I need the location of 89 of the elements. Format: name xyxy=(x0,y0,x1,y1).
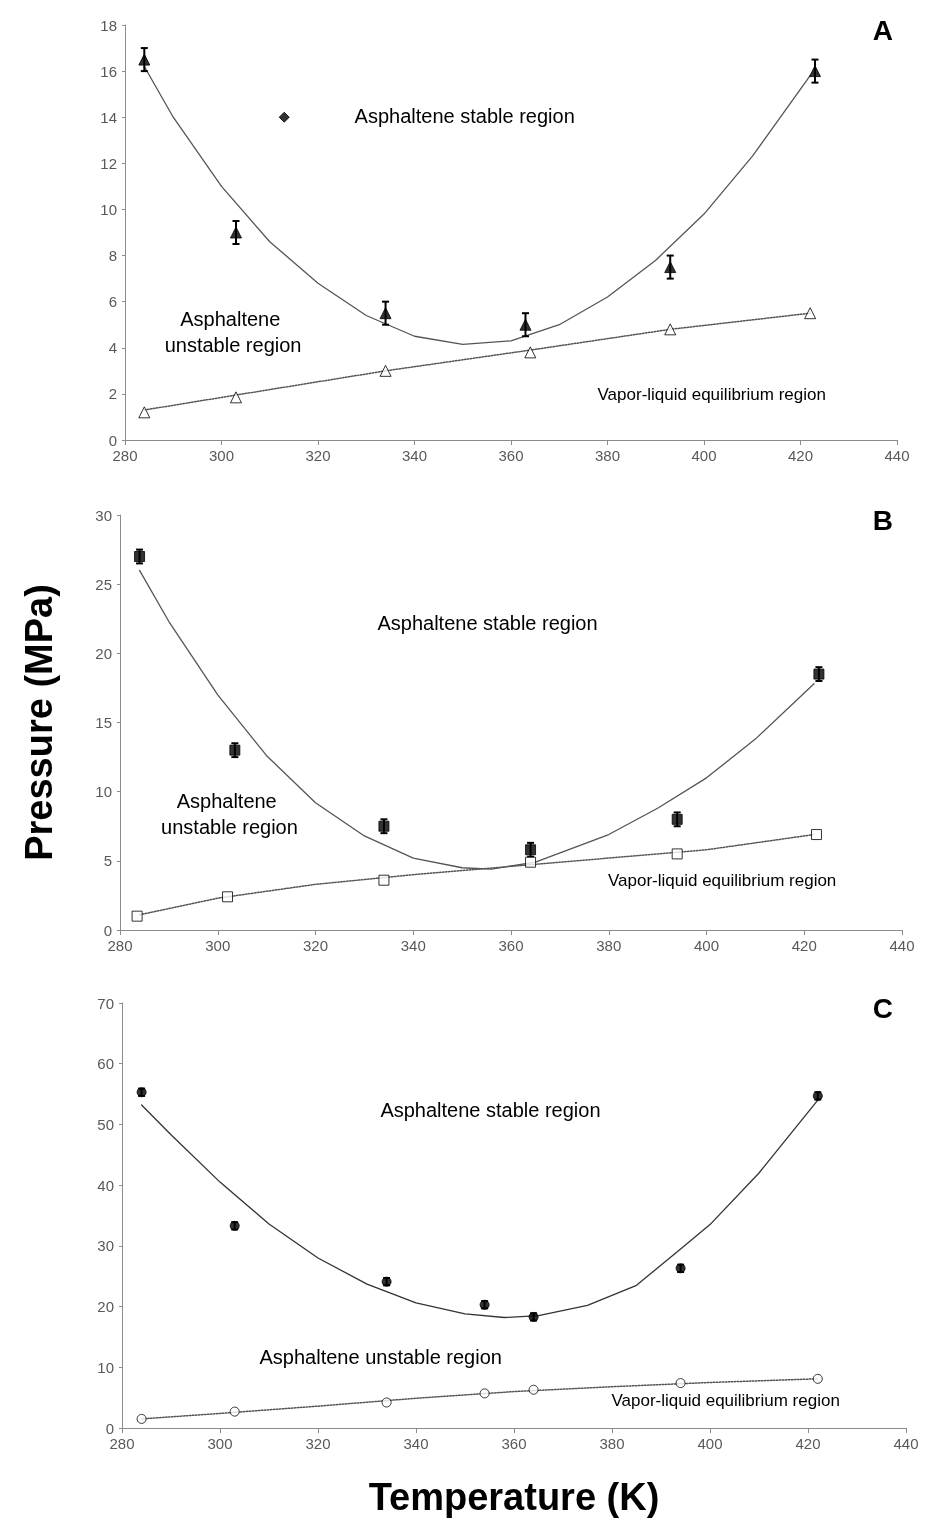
point xyxy=(278,111,290,123)
x-tick-label: 300 xyxy=(207,1435,233,1452)
point xyxy=(138,406,151,419)
x-tick-label: 440 xyxy=(889,937,915,954)
x-tick-label: 300 xyxy=(208,447,235,464)
chart-title: B xyxy=(872,504,894,536)
x-tick-label: 440 xyxy=(884,447,910,464)
annotation: Vapor-liquid equilibrium region xyxy=(597,384,826,404)
x-tick-label: 400 xyxy=(697,1435,723,1452)
y-tick-label: 50 xyxy=(97,1115,114,1133)
annotation: Vapor-liquid equilibrium region xyxy=(607,870,837,890)
point xyxy=(479,1388,490,1399)
annotation: Asphaltene unstable region xyxy=(161,789,298,838)
x-tick-label: 420 xyxy=(795,1435,821,1452)
point xyxy=(229,391,242,404)
chart-title: C xyxy=(872,992,894,1024)
y-tick-label: 16 xyxy=(100,62,117,80)
y-tick-label: 10 xyxy=(100,200,117,218)
y-tick-label: 25 xyxy=(95,575,112,593)
y-tick-label: 12 xyxy=(100,154,117,172)
y-tick-label: 8 xyxy=(108,247,117,265)
x-tick-label: 280 xyxy=(107,937,133,954)
point xyxy=(524,346,537,359)
x-tick-label: 380 xyxy=(599,1435,625,1452)
y-tick-label: 0 xyxy=(108,431,117,449)
y-tick-label: 20 xyxy=(95,644,112,662)
x-tick-label: 320 xyxy=(305,447,331,464)
y-tick-label: 5 xyxy=(103,852,112,870)
x-tick-label: 400 xyxy=(691,447,717,464)
y-tick-label: 0 xyxy=(103,921,112,939)
y-tick-label: 18 xyxy=(100,16,117,34)
x-tick-label: 440 xyxy=(893,1435,919,1452)
point xyxy=(664,323,677,336)
x-tick-label: 280 xyxy=(112,447,138,464)
x-tick-label: 400 xyxy=(693,937,720,954)
point xyxy=(131,910,143,922)
point xyxy=(804,307,817,320)
x-tick-label: 340 xyxy=(401,447,428,464)
y-tick-label: 10 xyxy=(95,783,112,801)
chart-title: A xyxy=(872,14,894,46)
x-tick-label: 360 xyxy=(498,937,524,954)
y-tick-label: 15 xyxy=(95,714,112,731)
x-tick-label: 320 xyxy=(305,1435,331,1452)
point xyxy=(222,891,234,903)
y-tick-label: 2 xyxy=(108,385,117,403)
x-tick-label: 340 xyxy=(403,1435,429,1452)
point xyxy=(136,1413,147,1424)
point xyxy=(675,1378,686,1389)
point xyxy=(381,1397,392,1408)
x-tick-label: 380 xyxy=(594,447,621,464)
y-tick-label: 30 xyxy=(97,1237,114,1255)
y-tick-label: 30 xyxy=(95,506,112,524)
x-tick-label: 360 xyxy=(498,447,524,464)
point xyxy=(379,364,392,377)
point xyxy=(138,53,151,66)
point xyxy=(379,307,392,320)
point xyxy=(812,1373,823,1384)
y-tick-label: 6 xyxy=(108,293,117,311)
point xyxy=(378,874,390,886)
annotation: Asphaltene stable region xyxy=(377,611,598,634)
annotation: Vapor-liquid equilibrium region xyxy=(611,1390,840,1410)
x-tick-label: 320 xyxy=(302,937,329,954)
x-tick-label: 420 xyxy=(791,937,817,954)
x-tick-label: 340 xyxy=(400,937,426,954)
annotation: Asphaltene unstable region xyxy=(259,1346,502,1369)
point xyxy=(671,848,683,860)
x-tick-label: 420 xyxy=(787,447,814,464)
y-tick-label: 70 xyxy=(97,994,114,1012)
y-tick-label: 40 xyxy=(97,1176,114,1194)
y-tick-label: 14 xyxy=(100,108,117,126)
point xyxy=(229,1406,240,1417)
y-tick-label: 10 xyxy=(97,1358,114,1376)
annotation: Asphaltene unstable region xyxy=(164,308,302,357)
x-tick-label: 380 xyxy=(596,937,622,954)
x-axis-title: Temperature (K) xyxy=(368,1476,660,1518)
point xyxy=(528,1384,539,1395)
annotation: Asphaltene stable region xyxy=(354,105,575,128)
point xyxy=(664,261,677,274)
y-tick-label: 0 xyxy=(105,1419,114,1437)
y-tick-label: 20 xyxy=(97,1298,114,1316)
point xyxy=(810,829,822,841)
x-tick-label: 280 xyxy=(109,1435,135,1452)
point xyxy=(519,318,532,331)
y-tick-label: 60 xyxy=(97,1055,114,1073)
y-tick-label: 4 xyxy=(108,339,117,357)
x-tick-label: 360 xyxy=(501,1435,527,1452)
annotation: Asphaltene stable region xyxy=(380,1098,601,1121)
y-axis-title: Pressure (MPa) xyxy=(18,584,60,861)
x-tick-label: 300 xyxy=(205,937,231,954)
